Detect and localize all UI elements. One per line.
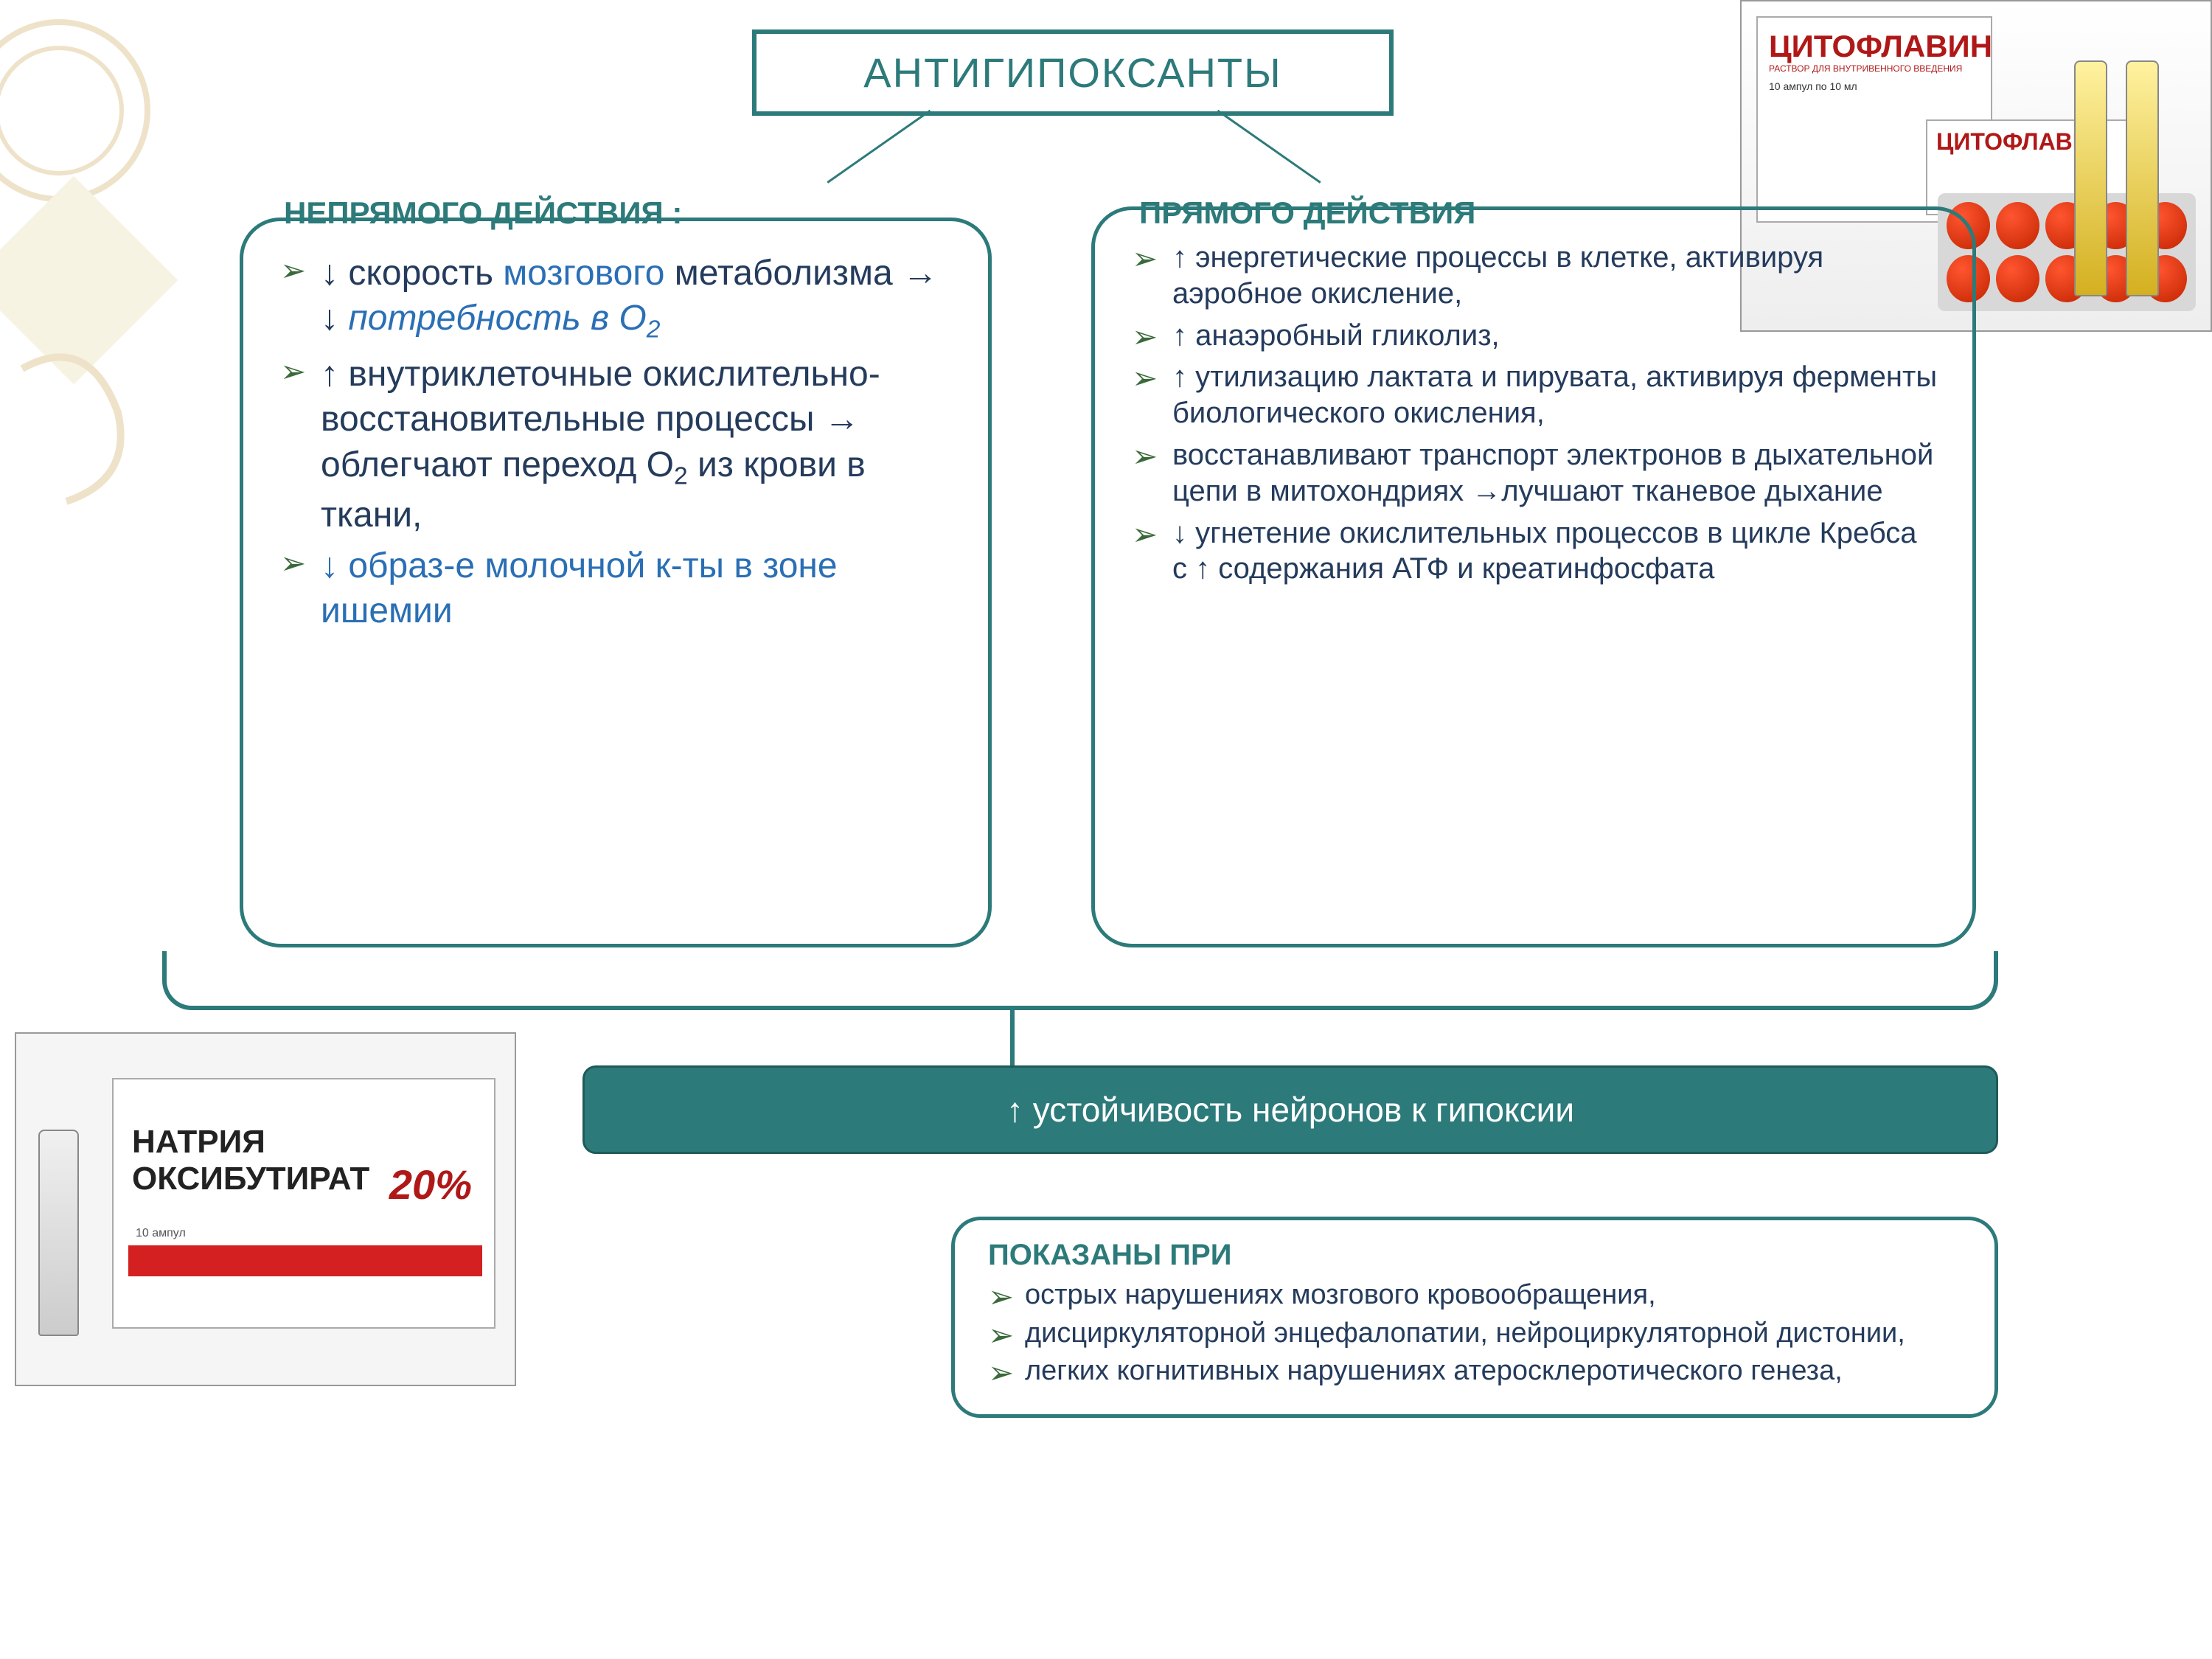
bracket-connector <box>162 951 1010 1010</box>
box-indirect-action: ↓ скорость мозгового метаболизма → ↓ пот… <box>240 218 992 947</box>
list-item: острых нарушениях мозгового кровообращен… <box>988 1278 1965 1313</box>
list-item: ↓ скорость мозгового метаболизма → ↓ пот… <box>280 251 955 346</box>
list-item: ↑ внутриклеточные окислительно-восстанов… <box>280 352 955 538</box>
right-list: ↑ энергетические процессы в клетке, акти… <box>1132 240 1939 587</box>
indications-list: острых нарушениях мозгового кровообращен… <box>988 1278 1965 1389</box>
connector-line <box>827 110 931 184</box>
list-item: дисциркуляторной энцефалопатии, нейроцир… <box>988 1316 1965 1352</box>
connector-line <box>1217 110 1321 184</box>
list-item: ↑ анаэробный гликолиз, <box>1132 318 1939 354</box>
list-item: восстанавливают транспорт электронов в д… <box>1132 437 1939 509</box>
ampoule-icon <box>38 1130 79 1336</box>
main-title: АНТИГИПОКСАНТЫ <box>752 29 1394 116</box>
list-item: ↓ угнетение окислительных процессов в ци… <box>1132 515 1939 588</box>
list-item: ↑ энергетические процессы в клетке, акти… <box>1132 240 1939 312</box>
list-item: легких когнитивных нарушениях атеросклер… <box>988 1354 1965 1389</box>
box-direct-action: ↑ энергетические процессы в клетке, акти… <box>1091 206 1976 947</box>
drug-left-pct: 20% <box>389 1161 472 1208</box>
drug-image-oxybutyrate: НАТРИЯ ОКСИБУТИРАТ 20% 10 ампул <box>15 1032 516 1386</box>
left-list: ↓ скорость мозгового метаболизма → ↓ пот… <box>280 251 955 634</box>
result-bar: ↑ устойчивость нейронов к гипоксии <box>582 1065 1998 1154</box>
drug-top-name: ЦИТОФЛАВИН <box>1769 29 1992 64</box>
list-item: ↓ образ-е молочной к-ты в зоне ишемии <box>280 543 955 634</box>
bracket-stem <box>1010 1006 1015 1065</box>
indications-heading: ПОКАЗАНЫ ПРИ <box>988 1239 1965 1272</box>
drug-top-dose: 10 ампул по 10 мл <box>1769 80 1857 92</box>
list-item: ↑ утилизацию лактата и пирувата, активир… <box>1132 359 1939 431</box>
drug-top-sub: РАСТВОР ДЛЯ ВНУТРИВЕННОГО ВВЕДЕНИЯ <box>1769 63 1962 74</box>
bracket-connector <box>1010 951 1998 1010</box>
ampoule-icon <box>2126 60 2159 296</box>
bg-ornament <box>0 0 221 590</box>
ampoule-icon <box>2074 60 2107 296</box>
indications-box: ПОКАЗАНЫ ПРИ острых нарушениях мозгового… <box>951 1217 1998 1418</box>
